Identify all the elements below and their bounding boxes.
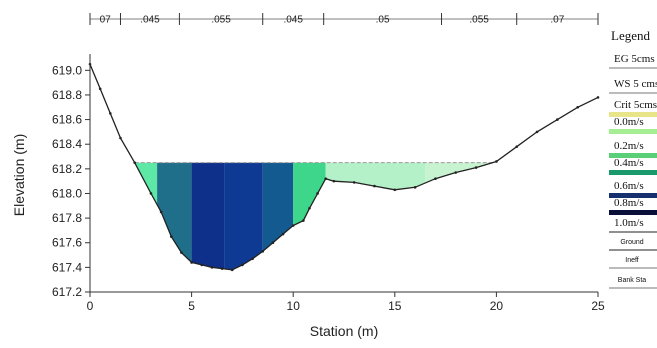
legend-entry-label: Bank Sta [618,277,647,284]
legend-swatch [609,112,657,117]
ground-point [556,118,559,121]
y-tick-label: 619.0 [52,63,82,77]
manning-n-label: 07 [100,15,112,26]
legend-entry-label: Ineff [625,257,639,264]
y-tick-label: 618.0 [52,186,82,200]
ground-point [241,263,244,267]
ground-point [316,192,319,195]
manning-n-label: .055 [211,15,231,26]
ground-point [474,166,478,169]
x-tick-label: 20 [490,299,504,313]
velocity-zones [134,162,495,270]
ground-point [210,266,214,269]
legend-swatch [609,153,657,158]
velocity-zone [262,162,294,252]
ground-point [200,263,204,267]
x-axis-label: Station (m) [310,323,378,339]
ground-point [535,130,539,134]
ground-point [230,268,234,272]
x-tick-label: 10 [287,299,301,313]
ground-point [393,188,397,192]
ground-point [454,171,458,174]
ground-point [373,184,376,188]
legend-entry-label: EG 5cms [614,53,655,65]
ground-point [308,206,311,210]
x-tick-label: 0 [87,299,94,313]
ground-point [119,136,122,140]
ground-points [88,62,600,272]
legend-title: Legend [611,28,650,43]
ground-point [133,161,137,164]
ground-profile-line [89,63,599,271]
legend-entry-label: WS 5 cms [614,78,657,90]
legend: Legend EG 5cms WS 5 cms Crit 5cms 0.0m/s 0.2m… [609,28,657,289]
ground-point [495,160,498,163]
y-tick-label: 617.8 [52,211,82,225]
x-tick-label: 15 [388,299,402,313]
manning-n-bar: 07 .045 .055 .045 .05 .055 .07 [89,13,599,26]
ground-point [281,232,285,236]
velocity-zone [191,162,225,269]
legend-entry-label: 1.0m/s [614,217,644,229]
ground-point [220,267,224,270]
legend-swatch [609,193,657,198]
manning-n-label: .07 [550,15,564,26]
manning-n-label: .05 [376,15,390,26]
velocity-zone [325,162,426,190]
ground-point [413,186,417,189]
y-tick-label: 618.6 [52,113,82,127]
legend-entry-label: 0.2m/s [614,140,644,152]
manning-n-label: .045 [283,15,303,26]
ground-point [190,261,193,264]
legend-swatch [609,210,657,215]
velocity-zone [425,162,495,183]
velocity-zone [224,162,263,270]
ground-point [576,105,579,109]
manning-n-label: .055 [469,15,489,26]
ground-point [291,224,295,227]
legend-swatch [609,129,657,134]
ground-point [159,210,163,214]
y-tick-label: 618.2 [52,162,82,176]
velocity-zone [293,162,326,226]
ground-point [324,177,328,180]
ground-point [98,87,102,91]
legend-entry-label: 0.6m/s [614,180,644,192]
ground-point [352,181,356,184]
y-tick-label: 617.2 [52,285,82,299]
ground-point [515,145,519,148]
y-tick-label: 617.4 [52,260,82,274]
ground-point [169,235,173,238]
x-tick-label: 25 [591,299,605,313]
velocity-zone [157,162,192,263]
y-axis-label: Elevation (m) [11,134,27,216]
ground-point [434,177,437,180]
ground-point [596,96,600,99]
legend-swatch [609,170,657,175]
ground-point [261,250,265,253]
ground-point [180,251,183,254]
plot-axes: 0 5 10 15 20 25 617.2 617.4 617.6 617.8 618.0 618.2… [52,54,605,313]
ground-point [149,192,153,195]
ground-point [271,241,275,245]
ground-point [109,112,112,115]
manning-n-label: .045 [140,15,160,26]
legend-entry-label: 0.0m/s [614,116,644,128]
ground-point [302,219,305,222]
legend-entry-label: 0.8m/s [614,197,644,209]
ground-point [332,179,336,183]
y-tick-label: 618.4 [52,137,82,151]
ground-point [251,257,254,261]
legend-entry-label: Crit 5cms [614,99,657,111]
y-tick-label: 618.8 [52,88,82,102]
x-tick-label: 5 [188,299,195,313]
legend-entry-label: Ground [620,239,643,246]
y-tick-label: 617.6 [52,236,82,250]
legend-entry-label: 0.4m/s [614,157,644,169]
